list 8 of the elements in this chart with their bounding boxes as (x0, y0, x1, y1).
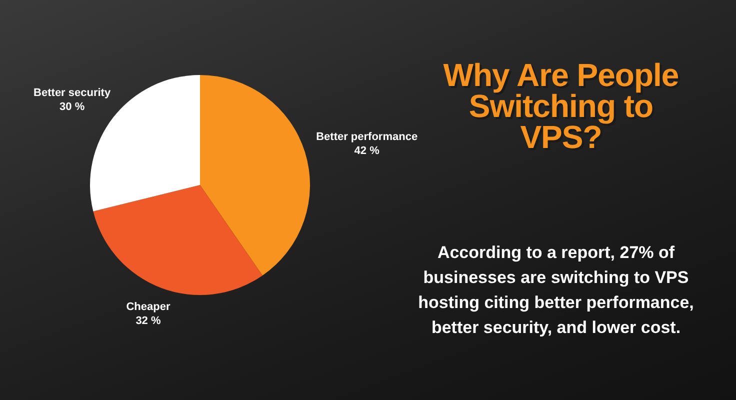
slice-label: Better performance (316, 130, 418, 143)
slice-label: Cheaper (126, 301, 171, 314)
slice-label: Better security (34, 86, 112, 99)
text: Why Are People Switching to VPS? (442, 57, 680, 155)
data-label: 32 % (136, 315, 161, 328)
data-label: 30 % (60, 100, 85, 113)
data-label: 42 % (354, 144, 380, 157)
text: According to a report, 27% of businesses are switching to VPS hosting citing better performance, better security, and lower cost. (417, 242, 695, 339)
